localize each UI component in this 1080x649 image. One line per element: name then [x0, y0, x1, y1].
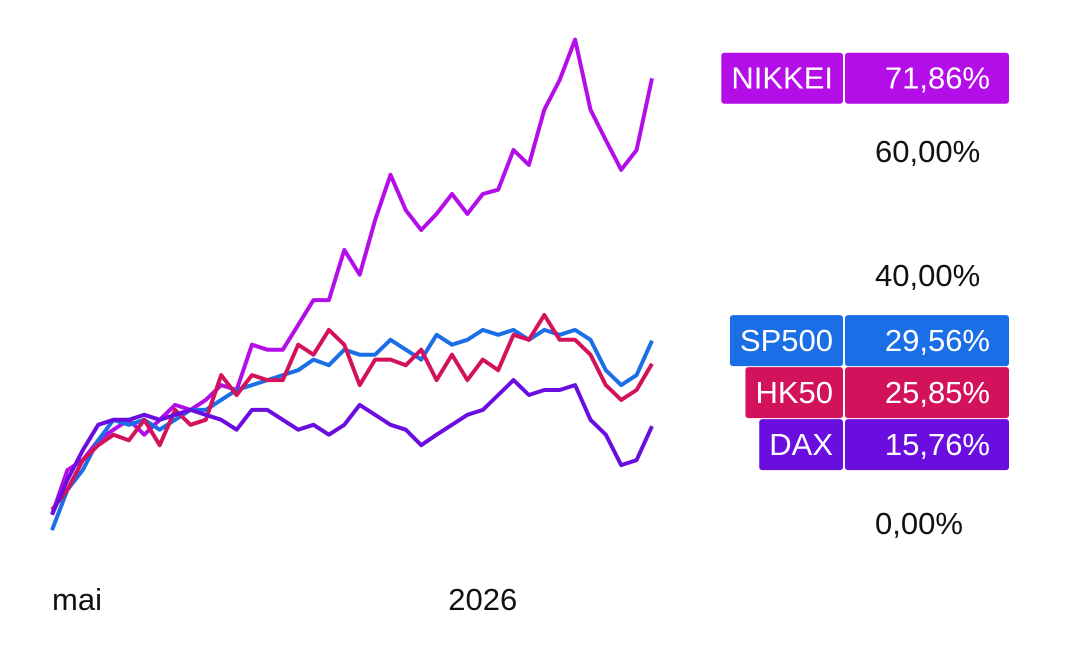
line-series	[50, 37, 654, 516]
line-series	[50, 327, 654, 531]
legend-name-box	[721, 52, 843, 104]
legend-value: 29,56%	[885, 323, 990, 358]
legend-value-box	[845, 52, 1009, 104]
legend-item: HK50 25,85%	[745, 367, 1009, 419]
legend-value: 25,85%	[885, 375, 990, 410]
legend-name-box	[729, 315, 843, 367]
legend-label: DAX	[769, 427, 833, 462]
legend-label: HK50	[755, 375, 833, 410]
line-series	[50, 313, 654, 511]
x-tick-label: mai	[52, 582, 102, 617]
y-tick-label: 0,00%	[875, 506, 963, 541]
legend-name-box	[759, 419, 843, 471]
line-series	[50, 378, 654, 516]
legend-label: NIKKEI	[731, 60, 833, 95]
legend-item: SP500 29,56%	[729, 315, 1009, 367]
legend-name-box	[745, 367, 843, 419]
y-tick-label: 40,00%	[875, 258, 980, 293]
legend-value-box	[845, 315, 1009, 367]
legend-value-box	[845, 419, 1009, 471]
legend-value: 15,76%	[885, 427, 990, 462]
legend-item: DAX 15,76%	[759, 419, 1009, 471]
legend-value: 71,86%	[885, 60, 990, 95]
x-tick-label: 2026	[448, 582, 517, 617]
legend-label: SP500	[740, 323, 833, 358]
legend-value-box	[845, 367, 1009, 419]
legend-item: NIKKEI 71,86%	[721, 52, 1009, 104]
y-tick-label: 60,00%	[875, 134, 980, 169]
